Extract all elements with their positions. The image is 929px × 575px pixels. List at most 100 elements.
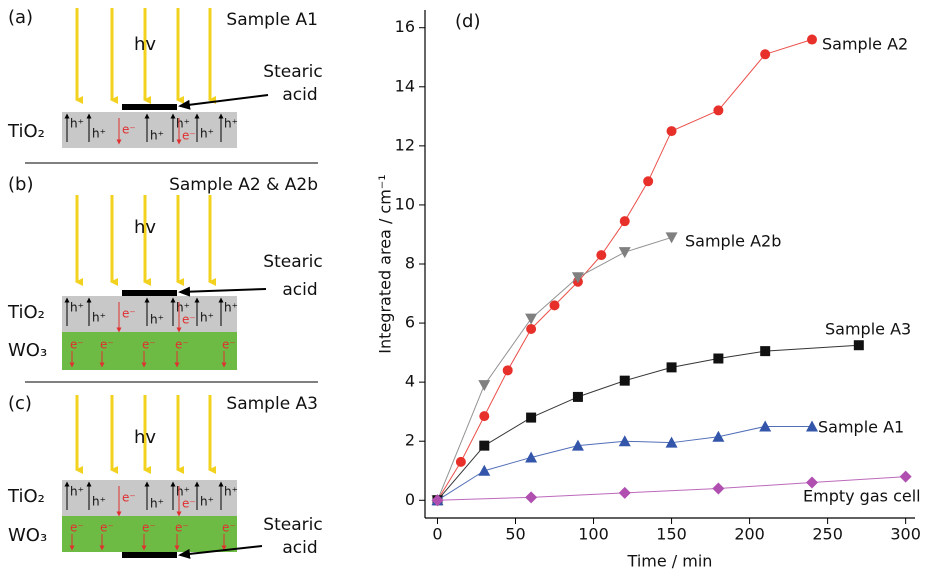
point xyxy=(526,412,537,423)
x-tick-label: 50 xyxy=(505,525,525,544)
adsorbate-label: acid xyxy=(282,85,317,105)
hole: h⁺ xyxy=(224,117,238,131)
series-label: Empty gas cell xyxy=(803,487,921,506)
point xyxy=(619,375,630,386)
hole: h⁺ xyxy=(70,485,84,499)
pointer-arrow xyxy=(178,545,263,559)
y-tick-label: 8 xyxy=(405,254,415,273)
electron: e⁻ xyxy=(142,521,156,535)
hole: h⁺ xyxy=(92,127,106,141)
hole: h⁺ xyxy=(92,311,106,325)
x-axis-title: Time / min xyxy=(627,552,713,571)
hole: h⁺ xyxy=(150,313,164,327)
point xyxy=(759,420,772,432)
point xyxy=(760,49,771,60)
sample-label: Sample A3 xyxy=(226,394,318,414)
adsorbate-label: acid xyxy=(282,280,317,300)
point xyxy=(712,482,725,495)
point xyxy=(478,380,491,392)
stearic-film xyxy=(122,290,177,296)
electron: e⁻ xyxy=(142,338,156,352)
electron: e⁻ xyxy=(222,338,236,352)
point xyxy=(431,494,444,507)
photon-label: hv xyxy=(134,217,156,238)
y-tick-label: 6 xyxy=(405,313,415,332)
panel-label: (b) xyxy=(8,174,33,195)
x-tick-label: 150 xyxy=(656,525,687,544)
electron: e⁻ xyxy=(175,338,189,352)
electron: e⁻ xyxy=(175,521,189,535)
point xyxy=(665,436,678,448)
y-tick-label: 10 xyxy=(395,194,415,213)
stearic-film xyxy=(122,104,177,110)
pointer-arrow xyxy=(178,94,269,110)
y-tick-label: 4 xyxy=(405,372,415,391)
point xyxy=(478,464,491,476)
electron: e⁻ xyxy=(70,338,84,352)
electron: e⁻ xyxy=(182,129,196,143)
adsorbate-label: Stearic xyxy=(263,515,322,535)
hole: h⁺ xyxy=(224,485,238,499)
x-tick-label: 200 xyxy=(734,525,765,544)
hole: h⁺ xyxy=(70,301,84,315)
point xyxy=(899,470,912,483)
adsorbate-label: acid xyxy=(282,538,317,558)
series-label: Sample A2 xyxy=(822,35,908,54)
point xyxy=(712,430,725,442)
point xyxy=(571,439,584,451)
electron: e⁻ xyxy=(122,123,136,137)
point xyxy=(806,476,819,489)
pointer-arrow xyxy=(178,286,267,297)
panel-label: (c) xyxy=(8,393,32,414)
electron: e⁻ xyxy=(100,338,114,352)
layer-label: WO₃ xyxy=(8,340,47,361)
point xyxy=(618,435,631,447)
adsorbate-label: Stearic xyxy=(263,252,322,272)
point xyxy=(596,250,607,261)
electron: e⁻ xyxy=(122,307,136,321)
y-tick-label: 12 xyxy=(395,135,415,154)
x-tick-label: 0 xyxy=(432,525,442,544)
trend-line xyxy=(437,39,813,501)
series-label: Sample A2b xyxy=(685,232,781,251)
x-tick-label: 300 xyxy=(890,525,921,544)
point xyxy=(618,247,631,259)
point xyxy=(713,105,724,116)
panel-label: (a) xyxy=(8,7,33,28)
point xyxy=(760,346,771,357)
y-tick-label: 14 xyxy=(395,76,415,95)
point xyxy=(479,411,490,422)
hole: h⁺ xyxy=(224,301,238,315)
trend-line xyxy=(437,344,859,501)
layer-label: TiO₂ xyxy=(7,302,45,323)
electron: e⁻ xyxy=(182,313,196,327)
electron: e⁻ xyxy=(222,521,236,535)
x-tick-label: 250 xyxy=(812,525,843,544)
hole: h⁺ xyxy=(92,495,106,509)
layer-label: WO₃ xyxy=(8,525,47,546)
hole: h⁺ xyxy=(200,311,214,325)
stearic-film xyxy=(122,552,177,558)
point xyxy=(618,486,631,499)
hole: h⁺ xyxy=(150,497,164,511)
point xyxy=(549,300,560,311)
hole: h⁺ xyxy=(70,117,84,131)
sample-label: Sample A2 & A2b xyxy=(169,175,318,195)
x-tick-label: 100 xyxy=(578,525,609,544)
point xyxy=(525,451,538,463)
point xyxy=(525,491,538,504)
electron: e⁻ xyxy=(122,491,136,505)
point xyxy=(853,340,864,351)
point xyxy=(713,353,724,364)
photon-label: hv xyxy=(134,34,156,55)
point xyxy=(806,420,819,432)
point xyxy=(807,34,818,45)
layer xyxy=(62,516,237,552)
point xyxy=(571,272,584,284)
point xyxy=(666,126,677,137)
electron: e⁻ xyxy=(182,497,196,511)
layer xyxy=(62,332,237,370)
point xyxy=(619,216,630,227)
chart-title: (d) xyxy=(455,11,480,32)
